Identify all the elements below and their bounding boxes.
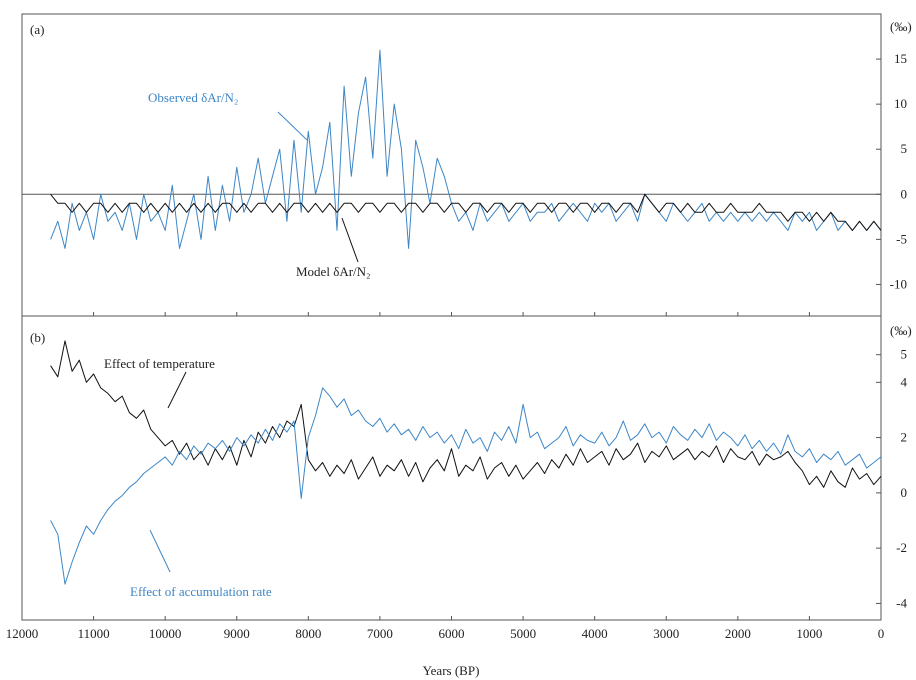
y-tick-label: 0 xyxy=(901,186,908,201)
panel-b: (b) (‰) 5 4 2 0 -2 -4 Effect of temperature E… xyxy=(21,315,912,621)
x-tick-label: 3000 xyxy=(653,626,679,641)
panel-a-frame xyxy=(21,13,882,317)
y-tick-label: -5 xyxy=(896,231,907,246)
x-tick-label: 7000 xyxy=(367,626,393,641)
y-tick-label: 5 xyxy=(901,347,908,362)
observed-annotation: Observed δAr/N₂ xyxy=(148,90,238,105)
series-line-observed-ar-n- xyxy=(50,49,882,249)
x-tick-label: 8000 xyxy=(295,626,321,641)
panel-b-y-ticks: 5 4 2 0 -2 -4 xyxy=(876,347,908,610)
temperature-leader-line xyxy=(167,371,187,409)
x-axis-ticks: 12000 11000 10000 9000 8000 7000 6000 5000 4000 3… xyxy=(6,312,885,641)
panel-b-label: (b) xyxy=(30,330,45,345)
y-tick-label: 10 xyxy=(894,96,907,111)
y-tick-label: 5 xyxy=(901,141,908,156)
y-tick-label: 2 xyxy=(901,430,908,445)
panel-a-label: (a) xyxy=(30,22,44,37)
x-tick-label: 9000 xyxy=(224,626,250,641)
series-line-effect-of-accumulation-rate xyxy=(50,387,882,585)
model-annotation: Model δAr/N₂ xyxy=(296,264,371,279)
y-tick-label: -4 xyxy=(896,595,907,610)
x-tick-label: 12000 xyxy=(6,626,39,641)
x-tick-label: 5000 xyxy=(510,626,536,641)
observed-leader-line xyxy=(277,111,308,141)
x-tick-label: 4000 xyxy=(582,626,608,641)
y-tick-label: 4 xyxy=(901,374,908,389)
y-tick-label: -10 xyxy=(890,276,907,291)
x-tick-label: 6000 xyxy=(439,626,465,641)
x-tick-label: 1000 xyxy=(796,626,822,641)
panel-b-unit: (‰) xyxy=(890,323,912,338)
x-tick-label: 0 xyxy=(878,626,885,641)
accumulation-leader-line xyxy=(149,529,171,573)
temperature-annotation: Effect of temperature xyxy=(104,356,215,371)
panel-a-lines xyxy=(50,49,882,249)
y-tick-label: -2 xyxy=(896,540,907,555)
model-leader-line xyxy=(341,217,359,263)
x-axis-label: Years (BP) xyxy=(423,663,480,678)
panel-a-y-ticks: 15 10 5 0 -5 -10 xyxy=(876,51,907,291)
panel-a-unit: (‰) xyxy=(890,19,912,34)
y-tick-label: 15 xyxy=(894,51,907,66)
panel-a: (a) (‰) 15 10 5 0 -5 -10 Observed δAr/N₂ Mode… xyxy=(21,13,912,317)
accumulation-annotation: Effect of accumulation rate xyxy=(130,584,272,599)
series-line-model-ar-n- xyxy=(50,193,882,231)
series-line-effect-of-temperature xyxy=(50,340,882,488)
y-tick-label: 0 xyxy=(901,485,908,500)
panel-b-lines xyxy=(50,340,882,585)
x-tick-label: 2000 xyxy=(725,626,751,641)
x-tick-label: 10000 xyxy=(149,626,182,641)
x-tick-label: 11000 xyxy=(78,626,110,641)
